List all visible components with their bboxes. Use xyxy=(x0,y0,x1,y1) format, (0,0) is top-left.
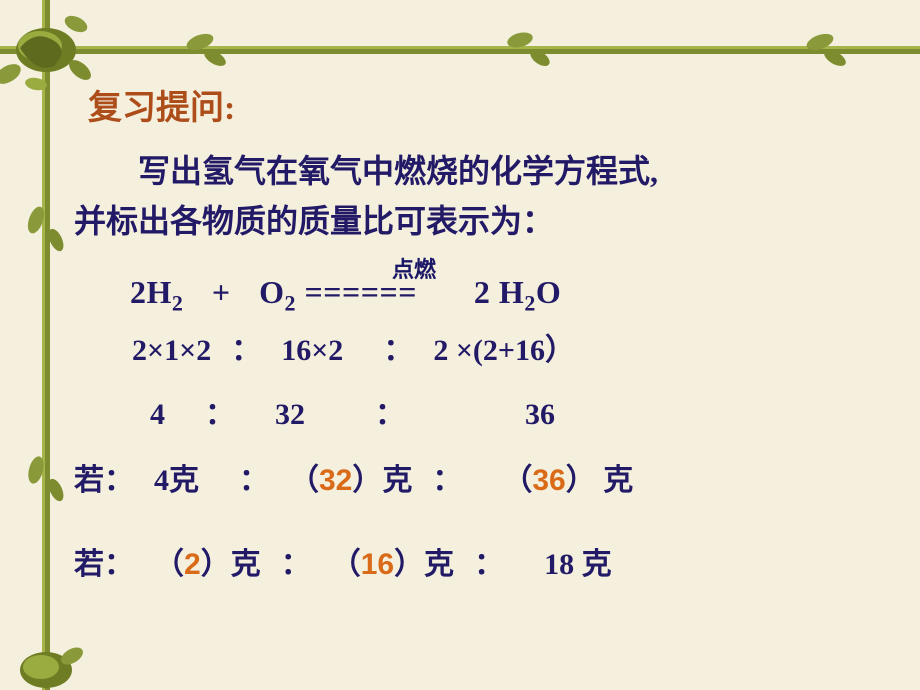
deriv-a: 2×1×2 xyxy=(132,334,211,367)
combustion-annotation: 点燃 xyxy=(392,252,436,284)
simp-sep2: ： xyxy=(375,398,405,431)
case1-sep2: ： xyxy=(432,464,462,497)
simp-c: 36 xyxy=(525,398,555,431)
case2-b-close: ）克 xyxy=(394,548,454,581)
case1-a-unit: 克 xyxy=(169,464,199,497)
deriv-c: 2 ×(2+16） xyxy=(433,334,575,367)
case1-c-fill: 36 xyxy=(532,464,565,497)
eq-lhs1-sub: 2 xyxy=(172,291,184,316)
equation-line: 2H2 + O2 ====== 2 H2O xyxy=(130,274,860,316)
case2-a-close: ）克 xyxy=(201,548,261,581)
simp-a: 4 xyxy=(150,398,165,431)
case2-c-val: 18 xyxy=(544,548,574,581)
case-1-row: 若：4克：（32）克：（36） 克 xyxy=(74,455,860,499)
eq-plus: + xyxy=(203,274,239,310)
simp-b: 32 xyxy=(275,398,305,431)
case2-c-unit: 克 xyxy=(574,548,612,581)
case2-prefix: 若： xyxy=(74,548,134,581)
eq-lhs2: O xyxy=(259,274,284,310)
case1-b-fill: 32 xyxy=(319,464,352,497)
case-2-row: 若：（2）克：（16）克：18 克 xyxy=(74,539,860,583)
case1-prefix: 若： xyxy=(74,464,134,497)
deriv-sep2: ： xyxy=(383,334,413,367)
case1-c-close: ） 克 xyxy=(566,464,634,497)
eq-lhs2-sub: 2 xyxy=(285,291,297,316)
slide-content: 复习提问: 写出氢气在氧气中燃烧的化学方程式, 并标出各物质的质量比可表示为： … xyxy=(70,80,860,583)
question-text: 写出氢气在氧气中燃烧的化学方程式, 并标出各物质的质量比可表示为： xyxy=(74,147,860,246)
case2-sep2: ： xyxy=(474,548,504,581)
case2-sep1: ： xyxy=(281,548,311,581)
case1-c-open: （ xyxy=(502,464,532,497)
intro-line-1: 写出氢气在氧气中燃烧的化学方程式, xyxy=(74,153,658,189)
case1-sep1: ： xyxy=(239,464,269,497)
case1-b-open: （ xyxy=(289,464,319,497)
case2-b-open: （ xyxy=(331,548,361,581)
intro-line-2: 并标出各物质的质量比可表示为： xyxy=(74,203,554,239)
deriv-sep1: ： xyxy=(231,334,261,367)
review-heading: 复习提问: xyxy=(88,80,860,129)
case2-a-open: （ xyxy=(154,548,184,581)
chemical-equation: 点燃 2H2 + O2 ====== 2 H2O xyxy=(130,274,860,316)
case2-a-fill: 2 xyxy=(184,548,201,581)
case1-b-close: ）克 xyxy=(352,464,412,497)
mass-ratio-simplified: 4 ： 32 ： 36 xyxy=(150,389,860,433)
eq-rhs-sub: 2 xyxy=(524,291,536,316)
eq-lhs1: 2H xyxy=(130,274,172,310)
deriv-b: 16×2 xyxy=(281,334,343,367)
case1-a-val: 4 xyxy=(154,464,169,497)
eq-rhs: 2 H xyxy=(465,274,524,310)
case2-b-fill: 16 xyxy=(361,548,394,581)
simp-sep1: ： xyxy=(205,398,235,431)
mass-ratio-derivation: 2×1×2 ： 16×2 ： 2 ×(2+16） xyxy=(132,325,860,369)
eq-rhs-o: O xyxy=(536,274,561,310)
